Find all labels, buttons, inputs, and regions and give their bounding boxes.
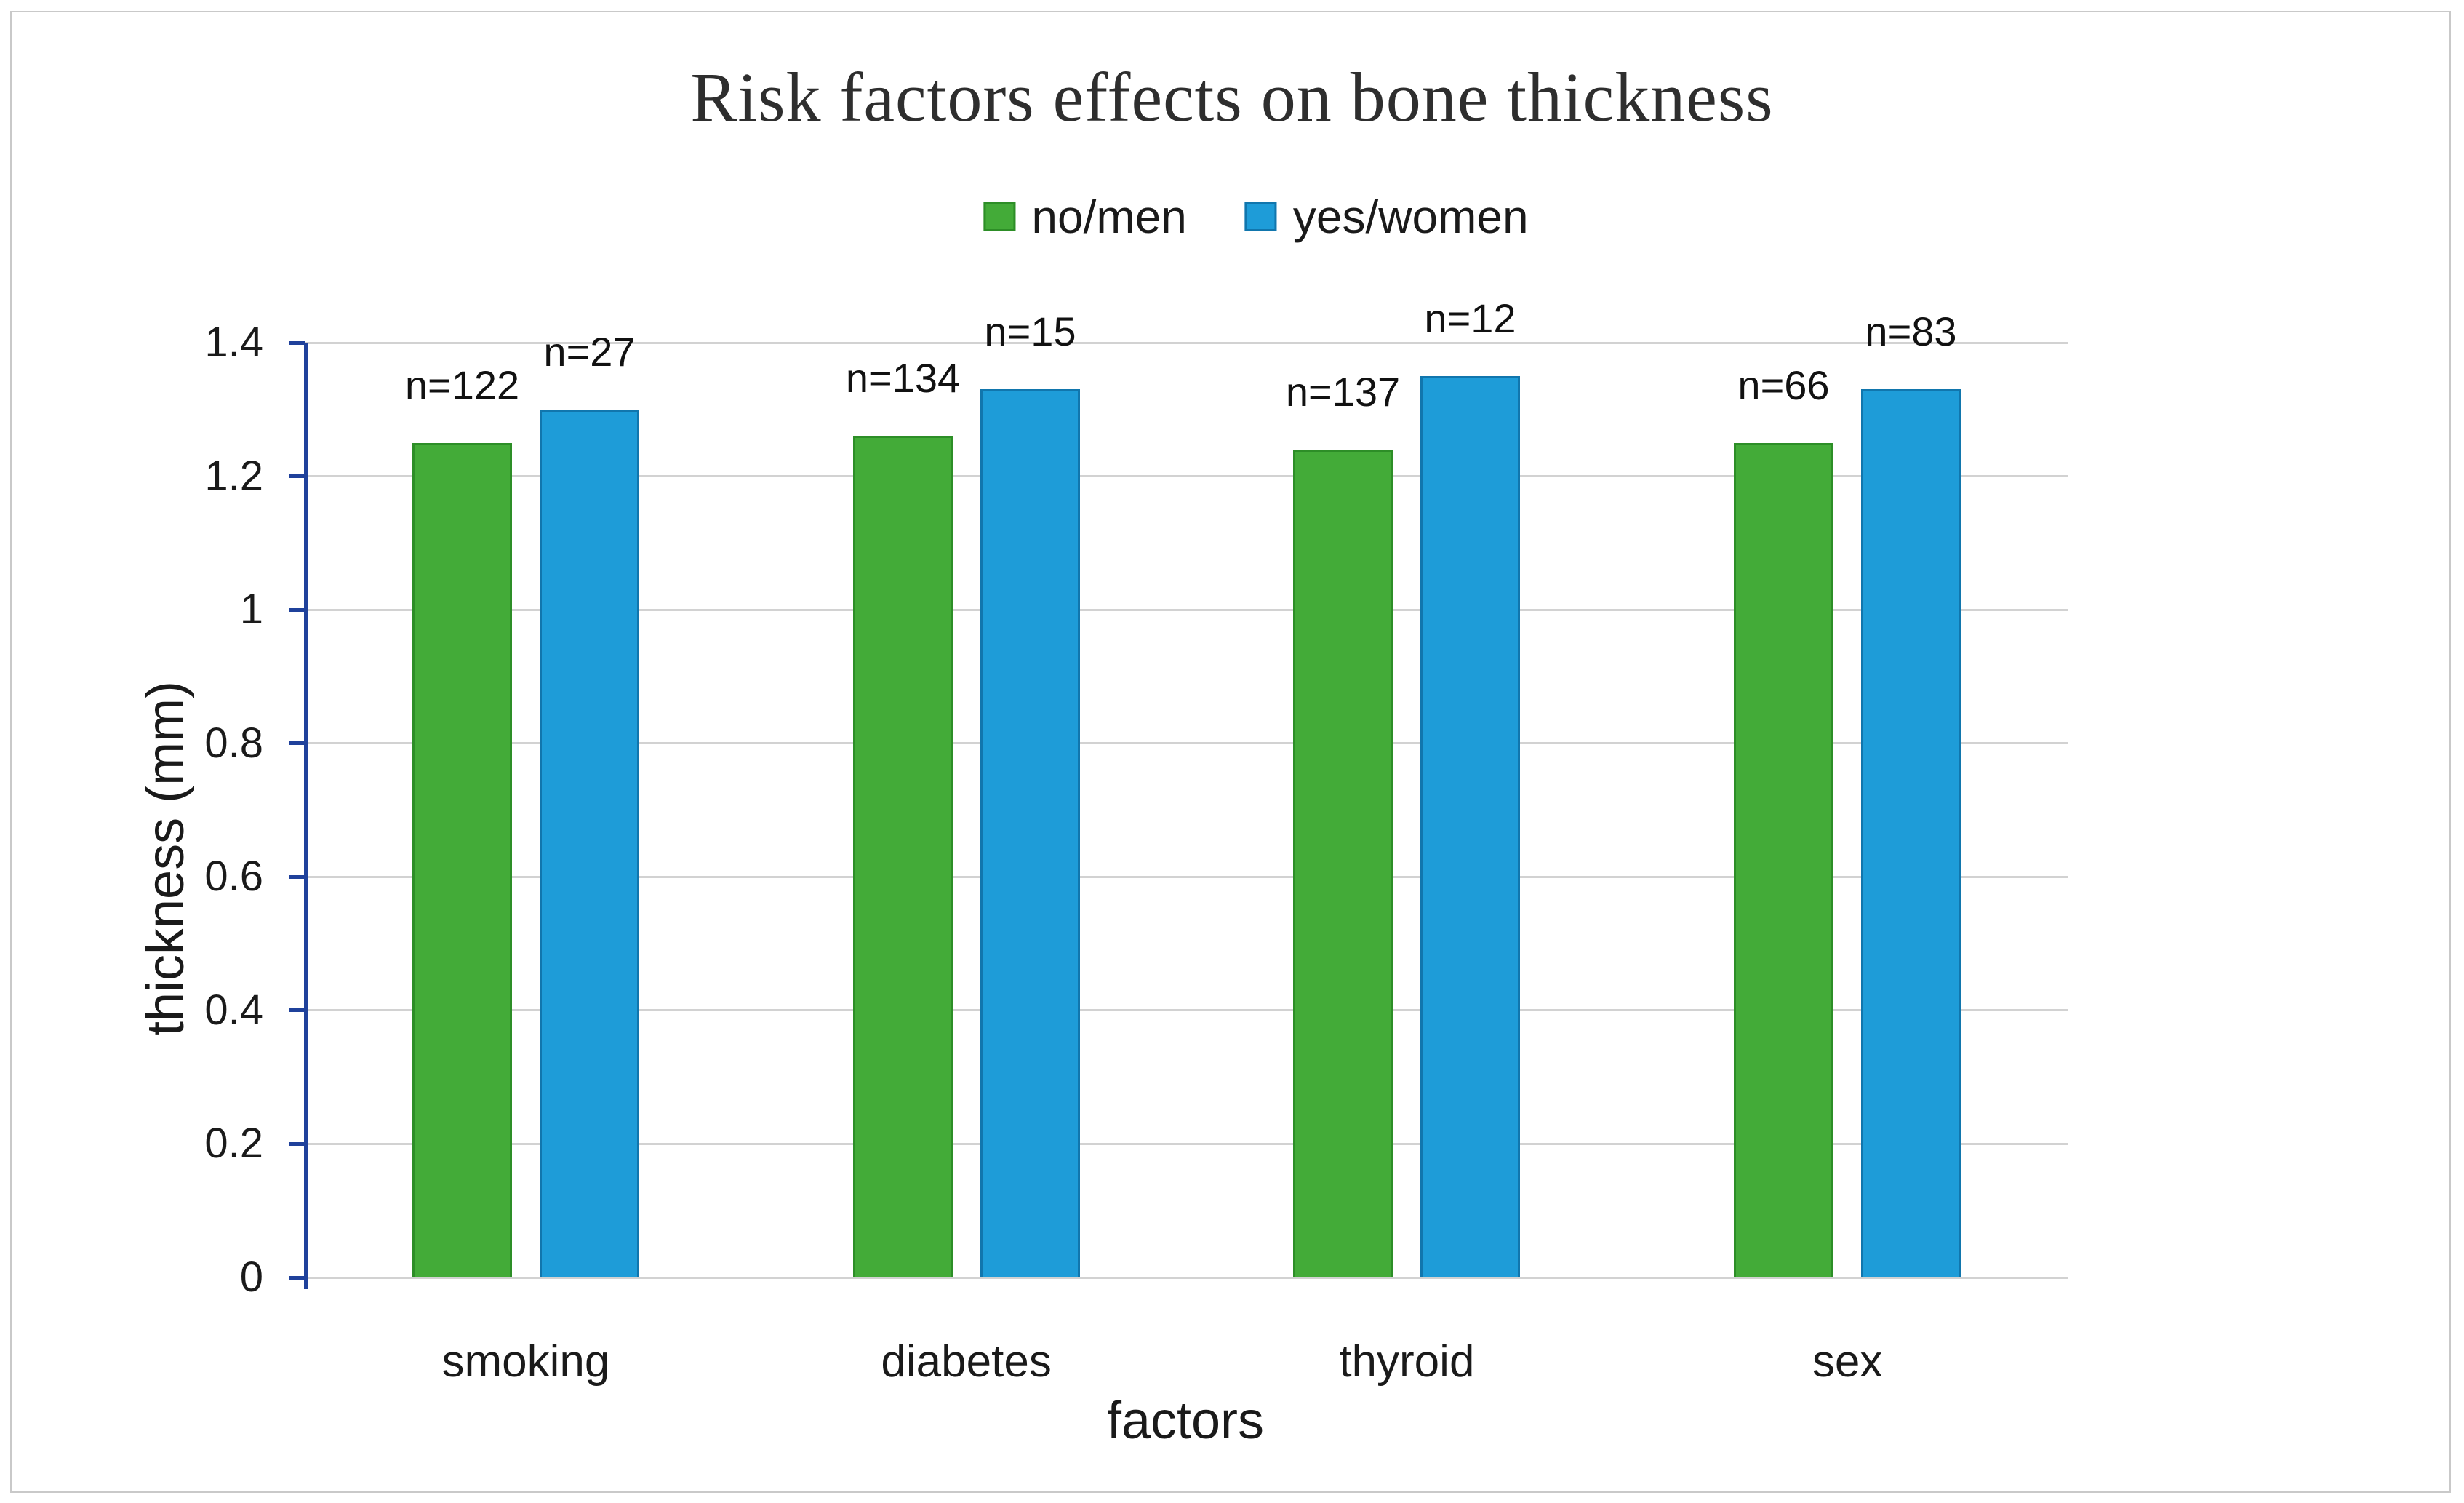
legend-item-no-men: no/men <box>983 191 1187 243</box>
gridline <box>305 1142 2068 1145</box>
chart-title: Risk factors effects on bone thickness <box>690 58 1774 136</box>
y-axis-tick <box>289 741 305 746</box>
legend: no/men yes/women <box>983 191 1529 243</box>
gridline <box>305 608 2068 611</box>
bar-yes-women-sex <box>1861 389 1961 1277</box>
legend-label: yes/women <box>1292 191 1529 243</box>
bar-value-label: n=15 <box>984 308 1076 354</box>
y-tick-label: 0.4 <box>204 986 263 1034</box>
y-axis-tick <box>289 1008 305 1013</box>
y-axis-tick <box>289 474 305 479</box>
y-axis-tick <box>289 874 305 879</box>
bar-value-label: n=134 <box>845 355 961 401</box>
y-tick-label: 0.2 <box>204 1120 263 1168</box>
x-tick-label-smoking: smoking <box>441 1336 610 1387</box>
y-axis-tick <box>289 340 305 345</box>
x-tick-label-diabetes: diabetes <box>881 1336 1052 1387</box>
legend-swatch-yes-women <box>1244 202 1277 231</box>
bar-value-label: n=12 <box>1424 295 1516 341</box>
gridline <box>305 341 2068 344</box>
gridline <box>305 875 2068 878</box>
bar-yes-women-thyroid <box>1420 376 1520 1277</box>
bar-yes-women-diabetes <box>980 389 1080 1277</box>
bar-no-men-diabetes <box>853 436 953 1277</box>
x-axis-title: factors <box>1106 1392 1265 1450</box>
y-tick-label: 1 <box>239 586 263 634</box>
chart-border <box>10 11 2451 1493</box>
bar-value-label: n=137 <box>1285 369 1401 415</box>
y-axis-tick <box>289 607 305 612</box>
bar-value-label: n=27 <box>543 329 636 375</box>
y-axis-tick <box>289 1275 305 1280</box>
y-axis-title: thickness (mm) <box>137 680 195 1037</box>
legend-item-yes-women: yes/women <box>1244 191 1529 243</box>
bar-no-men-sex <box>1734 443 1833 1277</box>
y-tick-label: 0 <box>239 1253 263 1301</box>
x-tick-label-sex: sex <box>1812 1336 1883 1387</box>
y-tick-label: 1.2 <box>204 452 263 500</box>
bar-no-men-thyroid <box>1293 450 1393 1277</box>
legend-label: no/men <box>1031 191 1187 243</box>
bar-value-label: n=83 <box>1865 308 1957 354</box>
y-tick-label: 0.8 <box>204 719 263 767</box>
bar-value-label: n=122 <box>404 362 520 408</box>
y-tick-label: 0.6 <box>204 853 263 901</box>
bar-value-label: n=66 <box>1737 362 1830 408</box>
y-tick-label: 1.4 <box>204 319 263 366</box>
bar-yes-women-smoking <box>540 410 639 1277</box>
gridline <box>305 1009 2068 1012</box>
y-axis-tick <box>289 1141 305 1146</box>
x-tick-label-thyroid: thyroid <box>1339 1336 1475 1387</box>
gridline <box>305 742 2068 745</box>
y-axis-line <box>303 343 308 1289</box>
legend-swatch-no-men <box>983 202 1016 231</box>
gridline <box>305 475 2068 478</box>
bar-no-men-smoking <box>412 443 512 1277</box>
gridline <box>305 1276 2068 1279</box>
